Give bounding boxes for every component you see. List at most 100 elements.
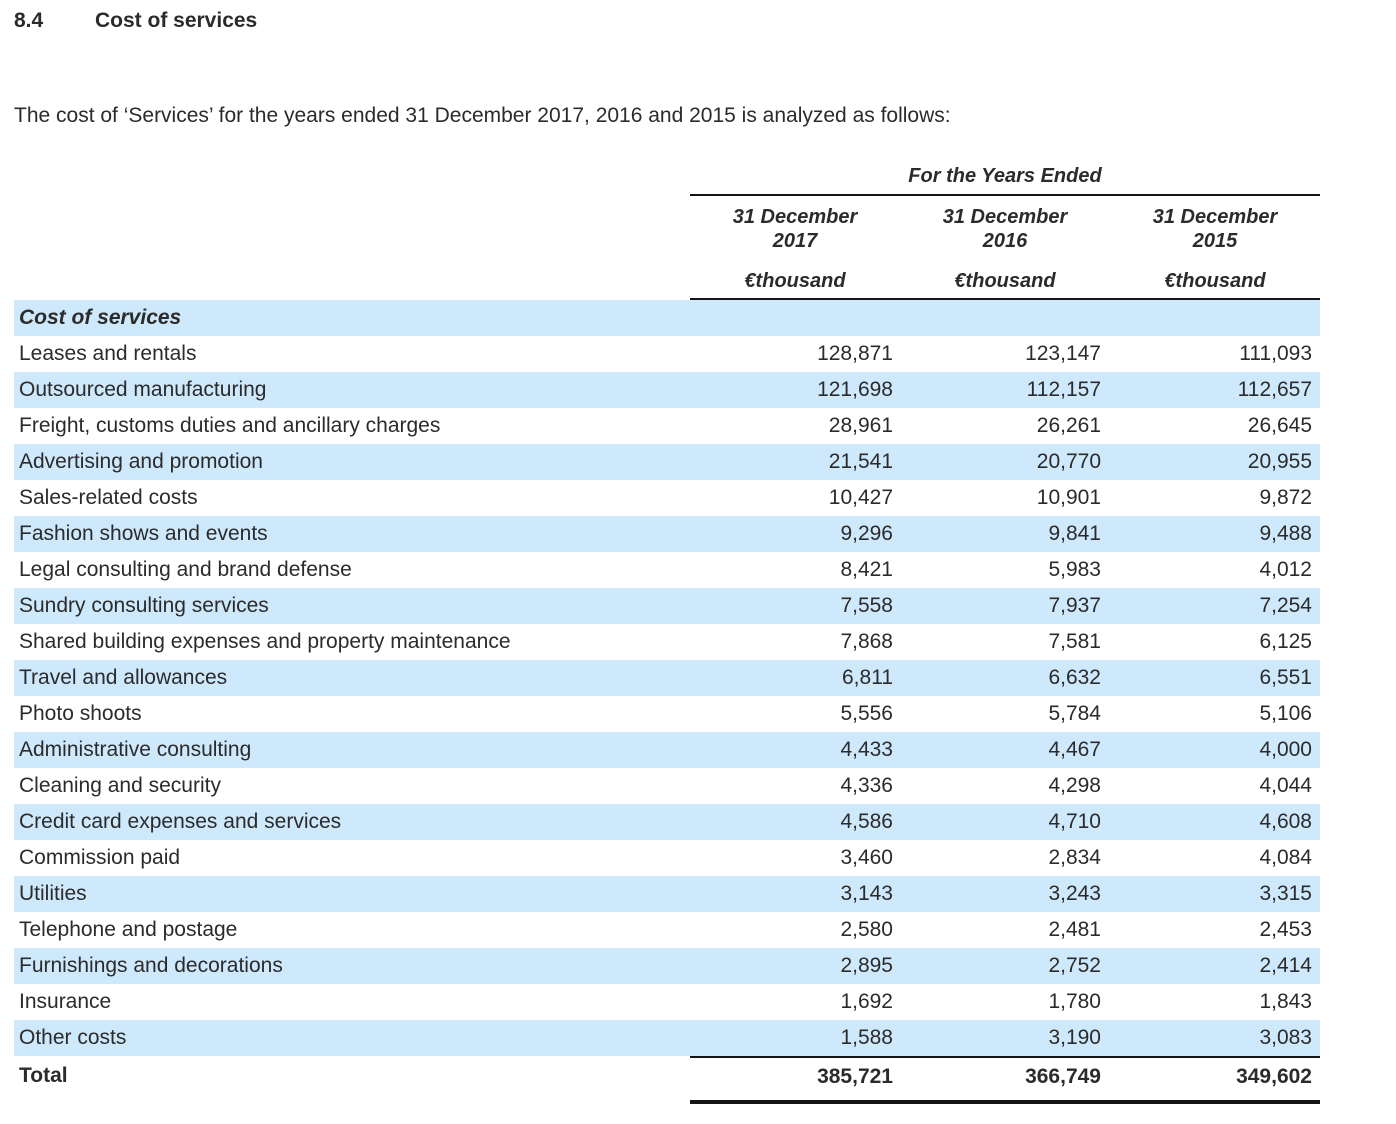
row-value: 7,254: [1259, 594, 1312, 617]
table-row: Freight, customs duties and ancillary ch…: [14, 408, 1320, 444]
row-value: 3,190: [1048, 1026, 1101, 1049]
table-row: Utilities 3,143 3,243 3,315: [14, 876, 1320, 912]
cost-of-services-table: For the Years Ended 31 December 2017 31 De…: [14, 163, 1396, 1104]
total-row: Total 385,721 366,749 349,602: [14, 1056, 1320, 1096]
row-value: 10,901: [1036, 486, 1101, 509]
row-value: 20,955: [1247, 450, 1312, 473]
row-label: Furnishings and decorations: [19, 954, 283, 977]
column-period-label: 31 December: [732, 206, 858, 228]
row-value: 4,608: [1259, 810, 1312, 833]
table-row: Insurance 1,692 1,780 1,843: [14, 984, 1320, 1020]
section-row: Cost of services: [14, 300, 1320, 336]
row-value: 4,433: [840, 738, 893, 761]
row-value: 3,315: [1259, 882, 1312, 905]
row-value: 2,414: [1259, 954, 1312, 977]
section-number: 8.4: [14, 9, 44, 32]
row-value: 2,752: [1048, 954, 1101, 977]
table-row: Furnishings and decorations 2,895 2,752 2,4…: [14, 948, 1320, 984]
row-value: 111,093: [1239, 342, 1312, 365]
table-row: Telephone and postage 2,580 2,481 2,453: [14, 912, 1320, 948]
row-value: 8,421: [840, 558, 893, 581]
table-row: Legal consulting and brand defense 8,421 5…: [14, 552, 1320, 588]
row-value: 2,834: [1048, 846, 1101, 869]
row-value: 6,125: [1259, 630, 1312, 653]
row-value: 2,481: [1048, 918, 1101, 941]
row-value: 121,698: [817, 378, 893, 401]
row-label: Outsourced manufacturing: [19, 378, 267, 401]
table-row: Leases and rentals 128,871 123,147 111,093: [14, 336, 1320, 372]
table-row: Sundry consulting services 7,558 7,937 7,25…: [14, 588, 1320, 624]
row-label: Shared building expenses and property ma…: [19, 630, 511, 653]
table-bottom-double-rule: [690, 1100, 1320, 1104]
row-value: 4,084: [1259, 846, 1312, 869]
row-value: 10,427: [828, 486, 893, 509]
row-value: 26,261: [1036, 414, 1101, 437]
row-value: 21,541: [828, 450, 893, 473]
row-value: 6,632: [1048, 666, 1101, 689]
row-value: 4,467: [1048, 738, 1101, 761]
row-label: Legal consulting and brand defense: [19, 558, 352, 581]
row-value: 4,586: [840, 810, 893, 833]
table-row: Administrative consulting 4,433 4,467 4,000: [14, 732, 1320, 768]
row-label: Cleaning and security: [19, 774, 221, 797]
row-value: 4,336: [840, 774, 893, 797]
row-label: Advertising and promotion: [19, 450, 263, 473]
table-row: Commission paid 3,460 2,834 4,084: [14, 840, 1320, 876]
row-value: 9,872: [1259, 486, 1312, 509]
section-heading: 8.4 Cost of services: [14, 0, 1396, 33]
row-value: 2,895: [840, 954, 893, 977]
table-row: Outsourced manufacturing 121,698 112,157 11…: [14, 372, 1320, 408]
column-period-label: 31 December: [1152, 206, 1278, 228]
row-label: Freight, customs duties and ancillary ch…: [19, 414, 441, 437]
row-value: 3,143: [840, 882, 893, 905]
table-row: Photo shoots 5,556 5,784 5,106: [14, 696, 1320, 732]
table-row: Cleaning and security 4,336 4,298 4,044: [14, 768, 1320, 804]
column-period-label: 31 December: [942, 206, 1068, 228]
row-value: 1,588: [840, 1026, 893, 1049]
row-value: 20,770: [1036, 450, 1101, 473]
row-value: 3,083: [1259, 1026, 1312, 1049]
row-value: 4,298: [1048, 774, 1101, 797]
row-value: 5,556: [840, 702, 893, 725]
row-value: 7,937: [1048, 594, 1101, 617]
row-label: Sundry consulting services: [19, 594, 269, 617]
section-row-label: Cost of services: [19, 306, 182, 329]
row-value: 7,581: [1048, 630, 1101, 653]
row-value: 4,044: [1259, 774, 1312, 797]
row-value: 9,488: [1259, 522, 1312, 545]
column-unit-label: €thousand: [954, 270, 1056, 292]
table-row: Credit card expenses and services 4,586 4,…: [14, 804, 1320, 840]
row-value: 26,645: [1247, 414, 1312, 437]
row-value: 9,841: [1048, 522, 1101, 545]
table-row: Travel and allowances 6,811 6,632 6,551: [14, 660, 1320, 696]
row-label: Leases and rentals: [19, 342, 197, 365]
row-value: 112,157: [1026, 378, 1101, 401]
row-label: Travel and allowances: [19, 666, 228, 689]
column-year-header: 31 December 2016: [900, 205, 1110, 253]
row-value: 112,657: [1237, 378, 1312, 401]
total-value: 349,602: [1236, 1065, 1312, 1088]
table-body: Cost of services Leases and rentals 128,8…: [14, 300, 1320, 1056]
column-year-label: 2015: [1192, 230, 1238, 252]
row-label: Administrative consulting: [19, 738, 252, 761]
table-row: Sales-related costs 10,427 10,901 9,872: [14, 480, 1320, 516]
row-value: 6,811: [842, 666, 893, 689]
row-label: Photo shoots: [19, 702, 142, 725]
row-label: Fashion shows and events: [19, 522, 268, 545]
row-value: 123,147: [1025, 342, 1101, 365]
page-title: Cost of services: [95, 9, 258, 32]
total-row-label: Total: [19, 1064, 68, 1087]
row-value: 128,871: [817, 342, 893, 365]
table-row: Other costs 1,588 3,190 3,083: [14, 1020, 1320, 1056]
row-value: 3,460: [840, 846, 893, 869]
table-header-area: For the Years Ended 31 December 2017 31 De…: [690, 163, 1320, 300]
row-label: Utilities: [19, 882, 87, 905]
row-value: 9,296: [840, 522, 893, 545]
column-year-header: 31 December 2015: [1110, 205, 1320, 253]
row-label: Sales-related costs: [19, 486, 198, 509]
column-year-header: 31 December 2017: [690, 205, 900, 253]
year-header-row: 31 December 2017 31 December 2016 31 Decembe…: [690, 196, 1320, 253]
unit-header-row: €thousand €thousand €thousand: [690, 253, 1320, 300]
row-value: 5,784: [1048, 702, 1101, 725]
